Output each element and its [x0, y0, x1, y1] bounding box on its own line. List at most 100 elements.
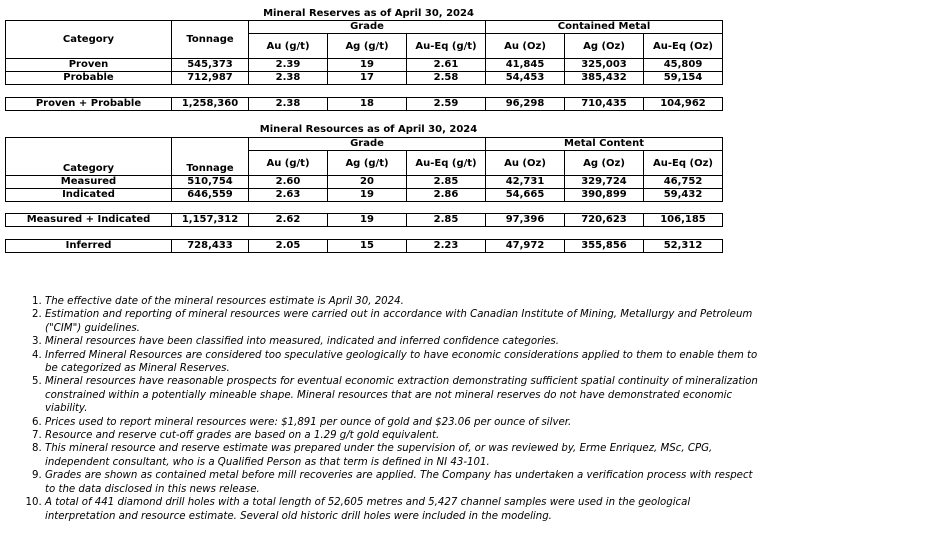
cell: 2.85 [406, 213, 486, 227]
cell: 15 [327, 239, 407, 253]
cell: 2.61 [406, 58, 486, 72]
table-row: Proven + Probable 1,258,360 2.38 18 2.59 96,2… [5, 97, 723, 111]
note: A total of 441 diamond drill holes with … [45, 496, 760, 523]
note: The effective date of the mineral resour… [45, 295, 760, 308]
header-category: Category [5, 137, 172, 176]
cell: 390,899 [564, 188, 644, 202]
note: Inferred Mineral Resources are considere… [45, 349, 760, 376]
table-row: Probable 712,987 2.38 17 2.58 54,453 385,432 59… [5, 71, 723, 85]
cell: Probable [5, 71, 172, 85]
note: Estimation and reporting of mineral reso… [45, 308, 760, 335]
cell: 19 [327, 58, 407, 72]
reserves-title: Mineral Reserves as of April 30, 2024 [263, 8, 474, 19]
cell: 41,845 [485, 58, 565, 72]
header-metal: Contained Metal [485, 20, 723, 34]
cell: 385,432 [564, 71, 644, 85]
note: Grades are shown as contained metal befo… [45, 469, 760, 496]
cell: 2.60 [248, 175, 328, 189]
cell: 2.39 [248, 58, 328, 72]
cell: 59,432 [643, 188, 723, 202]
cell: 104,962 [643, 97, 723, 111]
cell: 329,724 [564, 175, 644, 189]
note: Mineral resources have been classified i… [45, 335, 760, 348]
cell: 728,433 [171, 239, 249, 253]
header-tonnage: Tonnage [171, 20, 249, 59]
cell: 17 [327, 71, 407, 85]
note: This mineral resource and reserve estima… [45, 442, 760, 469]
table-row: Inferred 728,433 2.05 15 2.23 47,972 355,856 52… [5, 239, 723, 253]
header-grade: Grade [248, 20, 486, 34]
note: Resource and reserve cut-off grades are … [45, 429, 760, 442]
cell: 2.63 [248, 188, 328, 202]
cell: 2.05 [248, 239, 328, 253]
cell: 59,154 [643, 71, 723, 85]
cell: 52,312 [643, 239, 723, 253]
header-ag-gt: Ag (g/t) [327, 33, 407, 59]
reserves-table: Category Tonnage Grade Contained Metal Au (… [5, 20, 723, 85]
cell: 510,754 [171, 175, 249, 189]
cell: 2.62 [248, 213, 328, 227]
cell: 47,972 [485, 239, 565, 253]
header-category: Category [5, 20, 172, 59]
note: Mineral resources have reasonable prospe… [45, 375, 760, 415]
cell: 96,298 [485, 97, 565, 111]
cell: 712,987 [171, 71, 249, 85]
cell: 2.38 [248, 71, 328, 85]
header-ag-oz: Ag (Oz) [564, 150, 644, 176]
cell: 2.58 [406, 71, 486, 85]
cell: 2.38 [248, 97, 328, 111]
header-au-gt: Au (g/t) [248, 33, 328, 59]
header-au-gt: Au (g/t) [248, 150, 328, 176]
cell: 710,435 [564, 97, 644, 111]
cell: 720,623 [564, 213, 644, 227]
cell: 545,373 [171, 58, 249, 72]
header-au-oz: Au (Oz) [485, 33, 565, 59]
cell: 1,258,360 [171, 97, 249, 111]
cell: 46,752 [643, 175, 723, 189]
table-row: Measured + Indicated 1,157,312 2.62 19 2.85 9… [5, 213, 723, 227]
cell: Proven + Probable [5, 97, 172, 111]
inferred-table: Inferred 728,433 2.05 15 2.23 47,972 355,856 52… [5, 239, 723, 253]
cell: 45,809 [643, 58, 723, 72]
table-row: Proven 545,373 2.39 19 2.61 41,845 325,003 45,8… [5, 58, 723, 72]
cell: 2.85 [406, 175, 486, 189]
cell: Measured [5, 175, 172, 189]
cell: 2.23 [406, 239, 486, 253]
cell: 2.59 [406, 97, 486, 111]
header-aueq-gt: Au-Eq (g/t) [406, 33, 486, 59]
table-row: Indicated 646,559 2.63 19 2.86 54,665 390,899 5… [5, 188, 723, 202]
header-ag-oz: Ag (Oz) [564, 33, 644, 59]
resources-table: Category Tonnage Grade Metal Content Au (g/… [5, 137, 723, 202]
header-aueq-oz: Au-Eq (Oz) [643, 33, 723, 59]
cell: 54,453 [485, 71, 565, 85]
reserves-total-table: Proven + Probable 1,258,360 2.38 18 2.59 96,2… [5, 97, 723, 111]
header-grade: Grade [248, 137, 486, 151]
cell: 325,003 [564, 58, 644, 72]
cell: 54,665 [485, 188, 565, 202]
cell: 106,185 [643, 213, 723, 227]
header-metal: Metal Content [485, 137, 723, 151]
cell: 2.86 [406, 188, 486, 202]
resources-total-table: Measured + Indicated 1,157,312 2.62 19 2.85 9… [5, 213, 723, 227]
notes-list: The effective date of the mineral resour… [18, 295, 760, 523]
header-aueq-gt: Au-Eq (g/t) [406, 150, 486, 176]
header-au-oz: Au (Oz) [485, 150, 565, 176]
cell: Inferred [5, 239, 172, 253]
cell: Proven [5, 58, 172, 72]
cell: 97,396 [485, 213, 565, 227]
cell: 19 [327, 213, 407, 227]
cell: Measured + Indicated [5, 213, 172, 227]
cell: Indicated [5, 188, 172, 202]
table-row: Measured 510,754 2.60 20 2.85 42,731 329,724 46… [5, 175, 723, 189]
note: Prices used to report mineral resources … [45, 416, 760, 429]
header-ag-gt: Ag (g/t) [327, 150, 407, 176]
cell: 19 [327, 188, 407, 202]
cell: 646,559 [171, 188, 249, 202]
header-tonnage: Tonnage [171, 137, 249, 176]
header-aueq-oz: Au-Eq (Oz) [643, 150, 723, 176]
cell: 1,157,312 [171, 213, 249, 227]
cell: 42,731 [485, 175, 565, 189]
cell: 18 [327, 97, 407, 111]
cell: 20 [327, 175, 407, 189]
resources-title: Mineral Resources as of April 30, 2024 [259, 124, 478, 135]
